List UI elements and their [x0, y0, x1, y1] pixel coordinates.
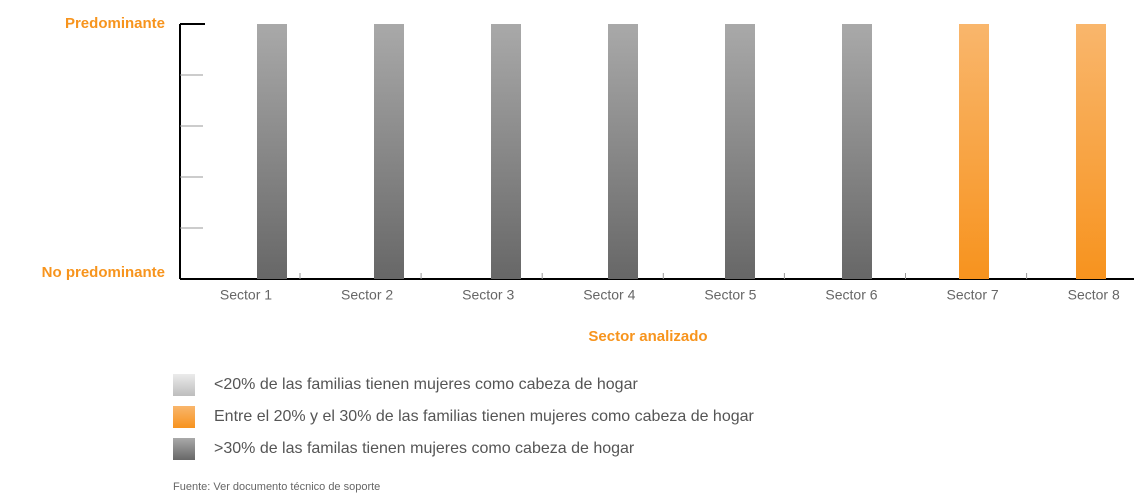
- legend-label: <20% de las familias tienen mujeres como…: [214, 376, 638, 393]
- legend-label: >30% de las familas tienen mujeres como …: [214, 440, 635, 457]
- x-tick-label: Sector 8: [1068, 287, 1120, 303]
- bar: [1076, 24, 1106, 279]
- bar: [257, 24, 287, 279]
- bar: [959, 24, 989, 279]
- x-tick-label: Sector 2: [341, 287, 393, 303]
- legend-swatch: [173, 438, 195, 460]
- x-tick-label: Sector 1: [220, 287, 272, 303]
- y-tick-label: No predominante: [42, 264, 165, 281]
- bar: [725, 24, 755, 279]
- bar: [491, 24, 521, 279]
- legend-swatch: [173, 406, 195, 428]
- legend-swatch: [173, 374, 195, 396]
- bar: [608, 24, 638, 279]
- x-tick-label: Sector 4: [583, 287, 635, 303]
- bar: [842, 24, 872, 279]
- source-note: Fuente: Ver documento técnico de soporte: [173, 481, 380, 493]
- y-tick-label: Predominante: [65, 15, 165, 32]
- bar: [374, 24, 404, 279]
- legend-label: Entre el 20% y el 30% de las familias ti…: [214, 408, 755, 425]
- x-axis-label: Sector analizado: [588, 328, 707, 345]
- x-tick-label: Sector 6: [825, 287, 877, 303]
- x-tick-label: Sector 7: [947, 287, 999, 303]
- x-tick-label: Sector 5: [704, 287, 756, 303]
- x-tick-label: Sector 3: [462, 287, 514, 303]
